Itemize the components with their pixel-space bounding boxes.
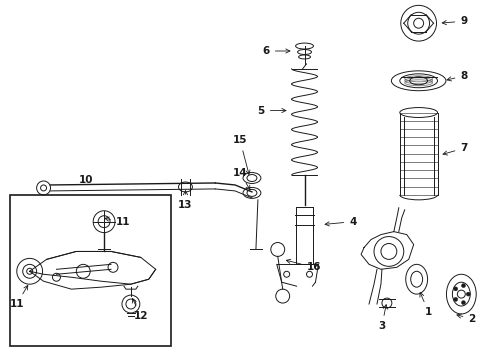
Circle shape xyxy=(466,292,470,296)
Text: 11: 11 xyxy=(9,285,28,309)
Circle shape xyxy=(462,301,466,305)
Bar xyxy=(10,195,171,346)
Text: 4: 4 xyxy=(325,217,357,227)
Text: 14: 14 xyxy=(233,168,250,190)
Text: 9: 9 xyxy=(442,16,467,26)
Text: 6: 6 xyxy=(263,46,290,56)
Circle shape xyxy=(454,297,458,301)
Text: 10: 10 xyxy=(79,175,94,185)
Text: 8: 8 xyxy=(447,71,467,81)
Text: 13: 13 xyxy=(178,191,193,210)
Text: 5: 5 xyxy=(258,105,286,116)
Text: 11: 11 xyxy=(105,217,130,227)
Text: 12: 12 xyxy=(132,298,148,321)
Text: 1: 1 xyxy=(420,293,432,317)
Text: 2: 2 xyxy=(457,314,475,324)
Text: 15: 15 xyxy=(233,135,250,175)
Text: 16: 16 xyxy=(286,259,321,272)
Circle shape xyxy=(462,284,466,288)
Circle shape xyxy=(454,287,458,291)
Text: 7: 7 xyxy=(443,143,467,155)
Text: 3: 3 xyxy=(378,305,388,331)
